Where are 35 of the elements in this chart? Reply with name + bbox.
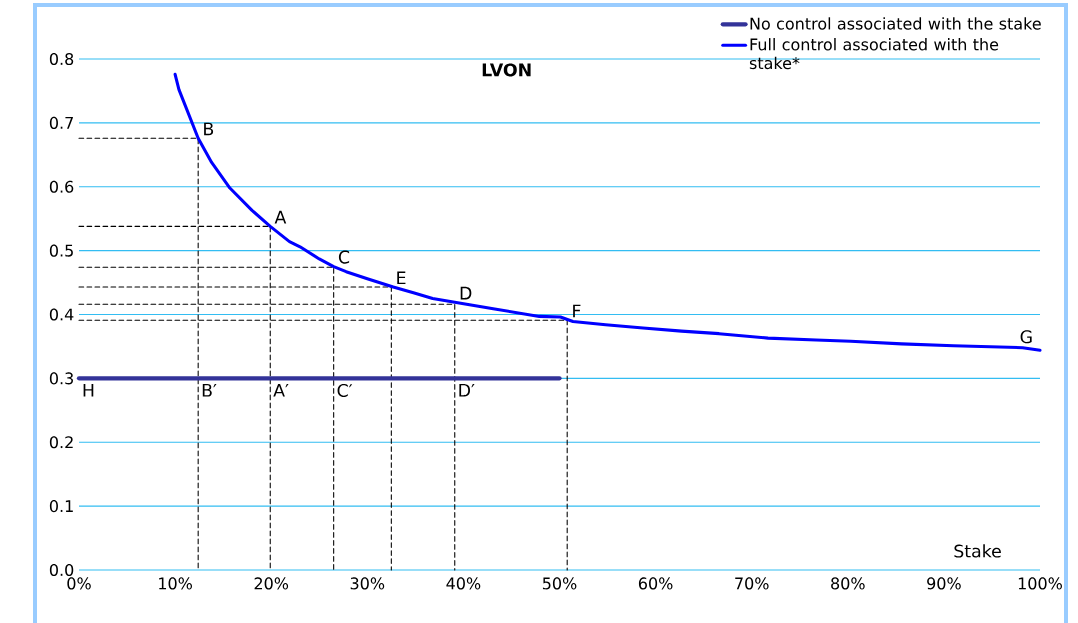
y-tick-label: 0.4 — [49, 308, 74, 321]
x-tick-label: 60% — [638, 577, 673, 590]
y-tick-label: 0.1 — [49, 500, 73, 513]
y-tick-label: 0.3 — [49, 372, 73, 385]
annotation: H — [83, 383, 94, 397]
x-tick-label: 40% — [446, 577, 481, 590]
x-tick-label: 80% — [831, 577, 865, 590]
x-tick-label: 50% — [542, 577, 577, 590]
x-tick-label: 30% — [350, 577, 385, 590]
y-tick-label: 0.7 — [49, 116, 73, 129]
x-tick-label: 90% — [927, 577, 961, 590]
y-tick-label: 0.8 — [49, 52, 74, 66]
chart-title: LVON — [482, 63, 531, 77]
annotation: G — [1020, 330, 1032, 344]
x-tick-label: 0% — [67, 577, 91, 590]
y-tick-label: 0.0 — [49, 563, 74, 577]
x-axis-title: Stake — [954, 544, 1001, 558]
annotation: B — [204, 122, 214, 136]
x-tick-label: 10% — [159, 577, 192, 590]
x-tick-label: 100% — [1018, 577, 1062, 590]
annotation: E — [397, 271, 406, 285]
x-tick-label: 20% — [254, 577, 289, 590]
y-tick-label: 0.5 — [49, 244, 73, 257]
annotation: A — [274, 210, 287, 224]
annotation: D′ — [459, 383, 475, 397]
legend-label: Full control associated with the stake* — [749, 38, 999, 70]
legend-label: No control associated with the stake — [750, 17, 1041, 30]
annotation: C — [338, 250, 350, 264]
annotation: D — [460, 286, 472, 300]
y-tick-label: 0.6 — [49, 180, 74, 193]
x-tick-label: 70% — [735, 577, 769, 590]
annotation: A′ — [273, 383, 289, 397]
annotation: C′ — [337, 383, 353, 398]
y-tick-label: 0.2 — [49, 436, 73, 449]
annotation: B′ — [202, 383, 217, 397]
